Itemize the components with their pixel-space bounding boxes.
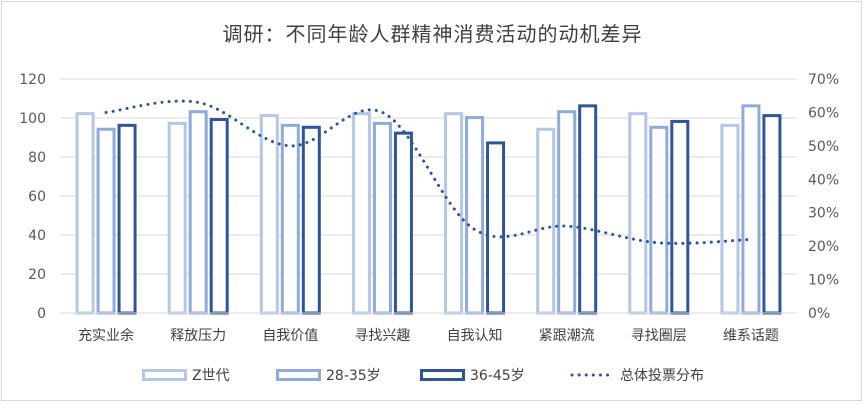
chart-title: 调研：不同年龄人群精神消费活动的动机差异 (222, 22, 643, 46)
bar-2 (96, 127, 116, 315)
category-label: 自我价值 (262, 328, 318, 344)
bar-2 (188, 110, 208, 315)
bar-1 (720, 123, 740, 315)
legend-label-2: 28-35岁 (326, 368, 381, 384)
legend-swatch-3 (420, 369, 465, 381)
bar-2 (465, 116, 485, 315)
bar-3 (301, 125, 321, 315)
right-tick-label: 30% (808, 206, 839, 222)
category-label: 自我认知 (447, 327, 503, 344)
bar-2 (557, 110, 577, 315)
legend-label-line: 总体投票分布 (620, 368, 704, 384)
category-label: 维系话题 (723, 328, 779, 344)
bar-1 (75, 112, 95, 315)
bar-3 (670, 119, 690, 315)
left-tick-label: 40 (28, 228, 46, 244)
category-label: 寻找圈层 (631, 328, 687, 344)
category-label: 充实业余 (78, 327, 134, 344)
bar-3 (762, 114, 782, 315)
category-label: 紧跟潮流 (539, 328, 595, 344)
left-tick-label: 20 (28, 267, 46, 283)
bar-1 (628, 112, 648, 315)
left-tick-label: 120 (19, 72, 46, 88)
left-tick-label: 0 (37, 306, 46, 322)
bar-1 (259, 114, 279, 315)
right-tick-label: 0% (808, 306, 830, 322)
bar-3 (209, 118, 229, 315)
right-tick-label: 20% (808, 239, 839, 255)
legend-swatch-1 (142, 369, 187, 381)
bar-1 (351, 112, 371, 315)
legend-label-3: 36-45岁 (470, 368, 525, 384)
right-tick-label: 10% (808, 273, 839, 289)
legend-label-1: Z世代 (192, 368, 230, 384)
bar-3 (486, 141, 506, 315)
left-tick-label: 60 (28, 189, 46, 205)
bar-2 (649, 125, 669, 315)
right-tick-label: 70% (808, 72, 839, 88)
bar-2 (741, 104, 761, 315)
bar-3 (117, 123, 137, 315)
bar-1 (536, 127, 556, 315)
bar-2 (280, 123, 300, 315)
left-tick-label: 100 (19, 111, 46, 127)
bar-2 (372, 121, 392, 315)
category-label: 释放压力 (170, 328, 226, 344)
bar-3 (578, 104, 598, 315)
category-label: 寻找兴趣 (354, 328, 410, 344)
bar-3 (393, 131, 413, 315)
right-tick-label: 50% (808, 139, 839, 155)
left-tick-label: 80 (28, 150, 46, 166)
legend-swatch-2 (276, 369, 321, 381)
overall-vote-line (104, 99, 753, 245)
right-tick-label: 60% (808, 105, 839, 121)
bar-1 (167, 121, 187, 315)
right-tick-label: 40% (808, 172, 839, 188)
